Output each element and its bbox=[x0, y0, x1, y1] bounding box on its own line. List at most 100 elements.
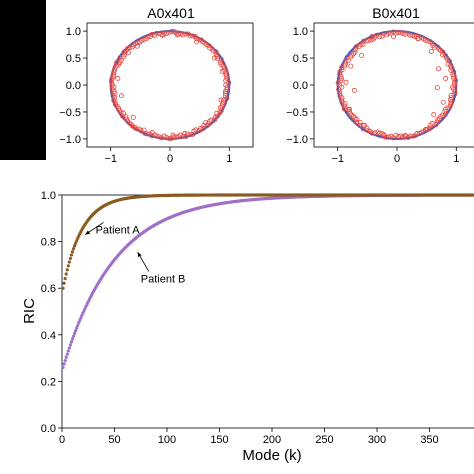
ric-point-patient-b bbox=[77, 321, 81, 325]
panel-b-eigen-marker bbox=[337, 71, 343, 77]
panel-b-eigen-marker bbox=[442, 106, 448, 112]
panel-a-eigen-marker bbox=[115, 76, 121, 82]
panel-b-eigen-marker bbox=[411, 33, 417, 39]
panel-b-eigen-marker bbox=[370, 36, 376, 42]
panel-b-eigen-marker bbox=[445, 61, 451, 67]
annotation-arrowhead-patient-a bbox=[85, 230, 91, 235]
panel-b-eigen-marker bbox=[443, 55, 449, 61]
panel-b-eigen-marker bbox=[372, 130, 378, 136]
panel-a-eigen-marker bbox=[185, 31, 191, 37]
series-patient-a bbox=[61, 193, 474, 290]
annotation-patient-a: Patient A bbox=[96, 224, 141, 236]
panel-a-eigen-marker bbox=[200, 126, 206, 132]
panel-a-eigen-marker bbox=[144, 131, 150, 137]
panel-a-eigen-marker bbox=[166, 30, 172, 36]
ric-point-patient-a bbox=[66, 264, 70, 268]
panel-b-eigen-marker bbox=[364, 125, 370, 131]
panel-a-eigen-marker bbox=[159, 32, 165, 38]
panel-ric: 0 50 100 150 200 250 300 3500.00.20.40.60.81.0 … bbox=[21, 190, 474, 464]
panel-b-eigen-marker bbox=[405, 30, 411, 36]
ric-point-patient-b bbox=[64, 355, 68, 359]
panel-a-eigen-marker bbox=[183, 31, 189, 37]
panel-b-eigen-marker bbox=[339, 97, 345, 103]
panel-a-eigen-marker bbox=[110, 71, 116, 77]
panel-b-eigen-marker bbox=[410, 133, 416, 139]
panel-b-eigen-marker bbox=[369, 130, 375, 136]
panel-b-ytick-label: 1.0 bbox=[293, 26, 308, 38]
ric-ytick-label: 0.0 bbox=[41, 423, 56, 435]
panel-b-eigen-marker bbox=[360, 126, 366, 132]
panel-a-eigen-marker bbox=[142, 130, 148, 136]
panel-b-eigen-marker bbox=[342, 103, 348, 109]
left-black-bar bbox=[0, 0, 46, 160]
panel-b-eigen-marker bbox=[447, 103, 453, 109]
panel-b-eigen-marker bbox=[451, 69, 457, 75]
panel-a-eigen-marker bbox=[127, 45, 133, 51]
panel-a-eigen-marker bbox=[138, 128, 144, 134]
panel-a-eigen-marker bbox=[208, 117, 214, 123]
panel-b-eigen-marker bbox=[430, 43, 436, 49]
ric-ytick-label: 0.4 bbox=[41, 330, 56, 342]
ric-point-patient-b bbox=[63, 359, 67, 363]
panel-a-eigen-marker bbox=[163, 134, 169, 140]
ric-point-patient-b bbox=[78, 318, 82, 322]
panel-b-eigen-marker bbox=[418, 129, 424, 135]
panel-b-eigen-marker bbox=[442, 111, 448, 117]
panel-b-eigen-marker bbox=[338, 76, 344, 82]
panel-b-eigen-marker bbox=[398, 133, 404, 139]
ric-point-patient-b bbox=[79, 316, 83, 320]
ric-ytick-label: 0.2 bbox=[41, 376, 56, 388]
panel-a-eigen-marker bbox=[224, 95, 230, 101]
panel-b-eigen-marker bbox=[353, 44, 359, 50]
panel-a-ytick-label: 0.0 bbox=[66, 80, 81, 92]
panel-a-eigen-marker bbox=[156, 134, 162, 140]
panel-b-eigen-marker bbox=[377, 130, 383, 136]
panel-b-eigen-marker bbox=[390, 135, 396, 141]
ric-point-patient-a bbox=[71, 247, 76, 251]
ric-xtick-label: 250 bbox=[315, 434, 333, 446]
panel-a-eigen-marker bbox=[160, 32, 166, 38]
panel-b-eigen-marker bbox=[363, 38, 369, 44]
panel-a-eigen-marker bbox=[170, 132, 176, 138]
panel-b-ytick-label: 0.0 bbox=[293, 80, 308, 92]
panel-b-eigen-marker bbox=[403, 133, 409, 139]
panel-a-eigen-marker bbox=[166, 135, 172, 141]
panel-b-eigen-marker bbox=[366, 38, 372, 44]
panel-b-eigen-marker bbox=[379, 33, 385, 39]
panel-a-xtick-label: 0 bbox=[167, 153, 173, 165]
ric-point-patient-a bbox=[73, 244, 77, 248]
ric-point-patient-b bbox=[75, 326, 79, 330]
panel-a-eigen-marker bbox=[214, 54, 220, 60]
panel-b-eigen-marker bbox=[452, 91, 458, 97]
panel-a-eigen-marker bbox=[109, 80, 115, 86]
ric-point-patient-b bbox=[67, 346, 71, 350]
panel-a-eigen-marker bbox=[118, 93, 124, 99]
panel-a-eigen-marker bbox=[171, 29, 177, 35]
panel-b-eigen-marker bbox=[339, 65, 345, 71]
panel-a-eigen-marker bbox=[147, 34, 153, 40]
panel-a-ytick-label: −0.5 bbox=[59, 107, 81, 119]
series-patient-b bbox=[61, 193, 474, 370]
panel-a-eigen-marker bbox=[207, 45, 213, 51]
panel-a-eigen-marker bbox=[141, 127, 147, 133]
panel-a-eigen-marker bbox=[168, 29, 174, 35]
panel-a-eigen-marker bbox=[193, 127, 199, 133]
ric-point-patient-a bbox=[68, 256, 72, 261]
ric-ytick-label: 0.8 bbox=[41, 237, 56, 249]
panel-a-eigen-marker bbox=[184, 131, 190, 137]
panel-b-ytick-label: −1.0 bbox=[286, 134, 308, 146]
panel-a-eigen-marker bbox=[178, 31, 184, 37]
panel-a-eigen-marker bbox=[182, 131, 188, 137]
panel-b-eigen-marker bbox=[344, 55, 350, 61]
panel-a-eigen-marker bbox=[218, 56, 224, 62]
panel-b-eigen-marker bbox=[357, 119, 363, 125]
panel-a-ytick-label: 1.0 bbox=[66, 26, 81, 38]
panel-b-eigen-marker bbox=[354, 119, 360, 125]
ric-point-patient-b bbox=[74, 329, 78, 333]
panel-a-eigen-marker bbox=[212, 117, 218, 123]
ric-point-patient-b bbox=[66, 349, 70, 353]
ric-point-patient-a bbox=[64, 272, 68, 276]
panel-a-eigen-marker bbox=[218, 108, 224, 114]
ric-point-patient-a bbox=[75, 238, 79, 243]
panel-a-eigen-marker bbox=[180, 32, 186, 38]
